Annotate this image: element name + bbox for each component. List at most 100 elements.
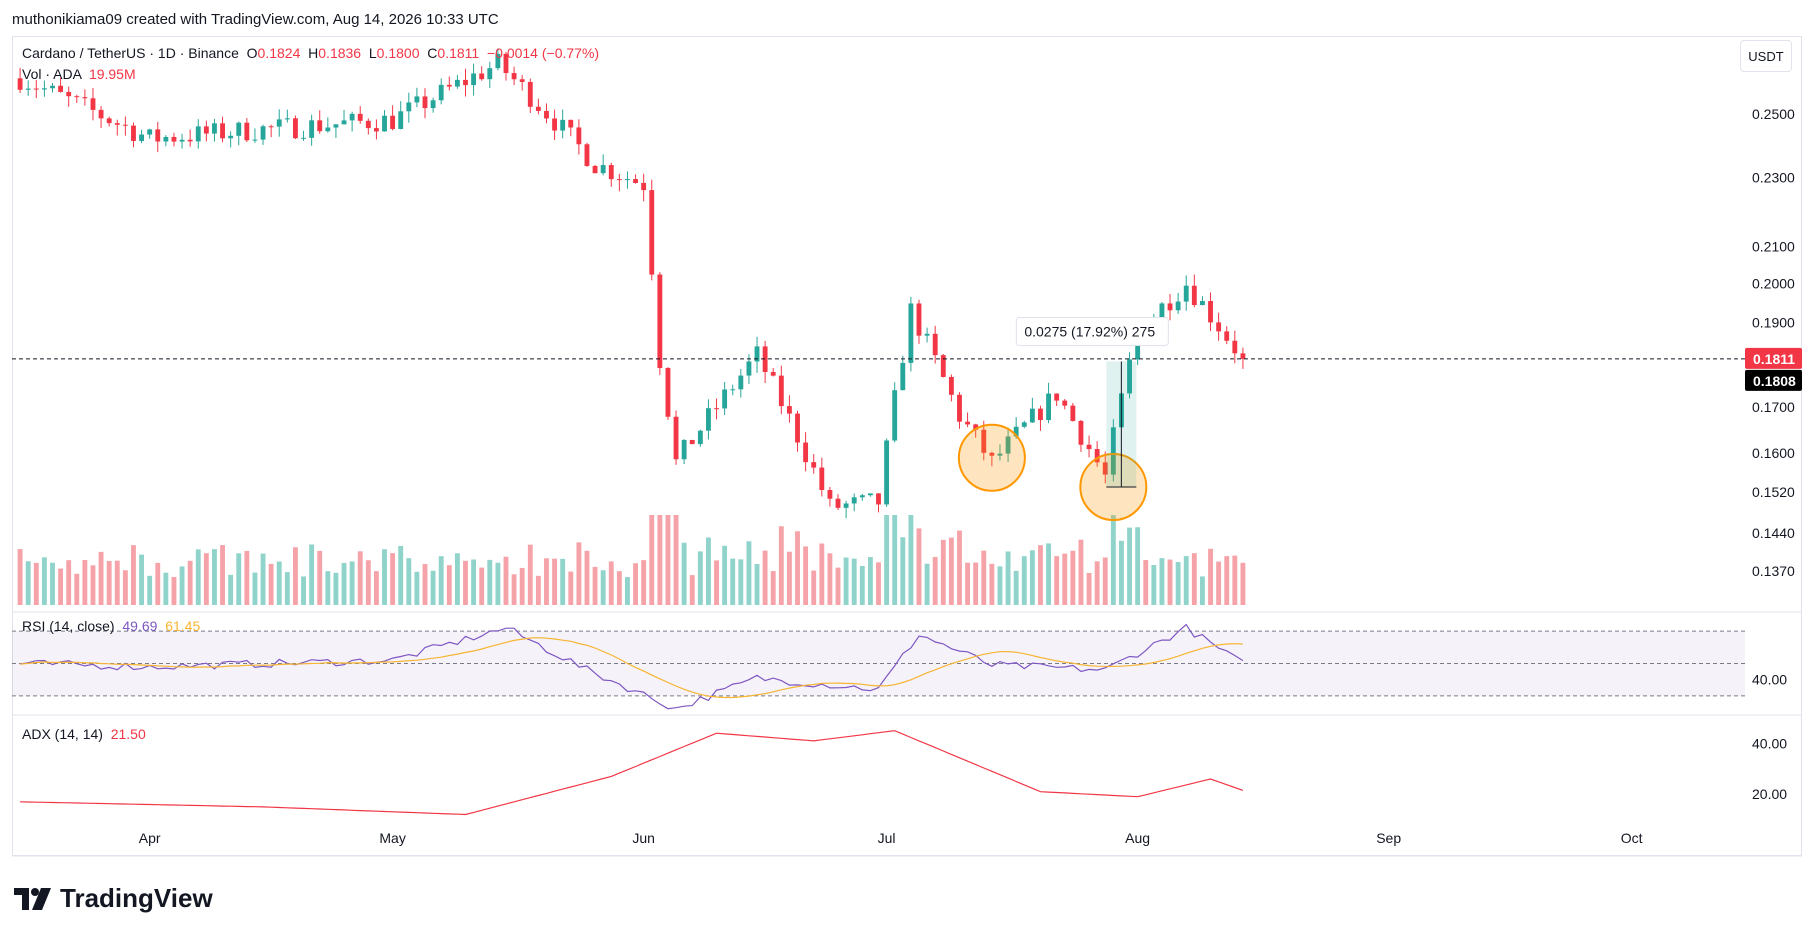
candle-body <box>301 137 306 139</box>
volume-bar <box>827 553 833 605</box>
volume-bar <box>1070 550 1076 605</box>
volume-bar <box>1086 572 1092 605</box>
candle-body <box>398 111 404 129</box>
candle-body <box>1175 301 1181 311</box>
volume-bar <box>349 561 355 605</box>
volume-bar <box>41 557 47 605</box>
low-label: L <box>368 45 377 61</box>
candle-body <box>1199 301 1205 306</box>
volume-bar <box>884 515 890 605</box>
volume-bar <box>495 562 501 605</box>
high-value: 0.1836 <box>318 45 362 61</box>
candle-body <box>746 361 752 376</box>
candle-body <box>811 462 817 468</box>
candle-body <box>948 376 954 395</box>
volume-bar <box>1208 548 1213 605</box>
candle-body <box>17 78 23 90</box>
volume-bar <box>171 576 177 605</box>
candle-body <box>892 390 898 441</box>
candle-body <box>681 439 687 460</box>
volume-bar <box>228 574 234 605</box>
volume-bar <box>293 547 298 605</box>
candle-body <box>519 79 525 82</box>
candle-body <box>827 489 833 499</box>
volume-bar <box>527 544 533 605</box>
volume-bar <box>608 561 614 605</box>
volume-bar <box>390 553 396 605</box>
candle-body <box>25 88 31 90</box>
candle-body <box>689 439 695 445</box>
volume-bar <box>730 558 736 605</box>
candle-body <box>778 375 784 407</box>
candle-body <box>74 96 80 98</box>
candle-body <box>730 389 736 391</box>
volume-bar <box>1062 553 1068 605</box>
volume-bar <box>317 550 323 605</box>
symbol-label[interactable]: Cardano / TetherUS · 1D · Binance <box>22 45 239 61</box>
rsi-label[interactable]: RSI (14, close) <box>22 618 115 634</box>
adx-label[interactable]: ADX (14, 14) <box>22 726 103 742</box>
candle-body <box>762 346 768 373</box>
volume-bar <box>341 562 347 605</box>
volume-bar <box>66 560 72 605</box>
volume-bar <box>1054 556 1060 605</box>
candle-body <box>851 497 857 504</box>
candle-body <box>236 122 242 136</box>
volume-bar <box>414 571 420 605</box>
volume-bar <box>309 544 315 605</box>
reference-price-badge-text: 0.1808 <box>1753 373 1796 389</box>
candle-body <box>722 389 728 409</box>
adx-tick-label: 40.00 <box>1752 735 1787 751</box>
price-tick-label: 0.2300 <box>1752 169 1795 185</box>
volume-label[interactable]: Vol · ADA <box>22 66 82 82</box>
candle-body <box>220 123 225 139</box>
candle-body <box>1232 340 1238 354</box>
time-tick-label: Sep <box>1376 830 1401 846</box>
candle-body <box>940 355 946 377</box>
time-tick-label: Apr <box>139 830 161 846</box>
volume-bar <box>1102 557 1108 605</box>
volume-bar <box>876 562 881 605</box>
candle-body <box>195 126 201 142</box>
candle-body <box>697 430 703 445</box>
candle-body <box>633 179 638 183</box>
currency-button[interactable]: USDT <box>1740 40 1792 72</box>
candle-body <box>1021 422 1027 427</box>
volume-bar <box>1159 558 1165 605</box>
volume-bar <box>552 558 558 605</box>
candle-body <box>665 367 671 417</box>
candle-body <box>252 139 258 141</box>
candle-body <box>163 136 169 142</box>
volume-bar <box>454 553 460 605</box>
volume-bar <box>106 560 112 605</box>
candle-body <box>1159 303 1165 318</box>
candle-body <box>1191 285 1197 306</box>
volume-bar <box>252 572 258 605</box>
volume-bar <box>33 562 39 605</box>
volume-bar <box>762 550 768 605</box>
volume-bar <box>924 563 930 605</box>
candle-body <box>511 73 517 80</box>
volume-legend: Vol · ADA 19.95M <box>22 66 136 82</box>
rsi-value: 49.69 <box>122 618 158 634</box>
candle-body <box>1224 331 1230 341</box>
volume-bar <box>916 528 922 605</box>
measure-label-box <box>1015 316 1169 346</box>
candle-body <box>981 429 987 453</box>
candle-body <box>260 126 266 140</box>
high-label: H <box>308 45 319 61</box>
candle-body <box>714 408 719 410</box>
candle-body <box>414 96 420 103</box>
time-tick-label: Jul <box>878 830 896 846</box>
volume-bar <box>1224 556 1230 605</box>
volume-bar <box>851 558 857 605</box>
volume-bar <box>940 539 946 605</box>
candle-body <box>390 115 396 129</box>
price-tick-label: 0.1900 <box>1752 314 1795 330</box>
tradingview-logo[interactable]: TradingView <box>14 883 213 914</box>
volume-bar <box>576 542 582 605</box>
candle-body <box>1110 427 1116 475</box>
volume-bar <box>535 575 541 605</box>
candle-body <box>373 128 379 132</box>
